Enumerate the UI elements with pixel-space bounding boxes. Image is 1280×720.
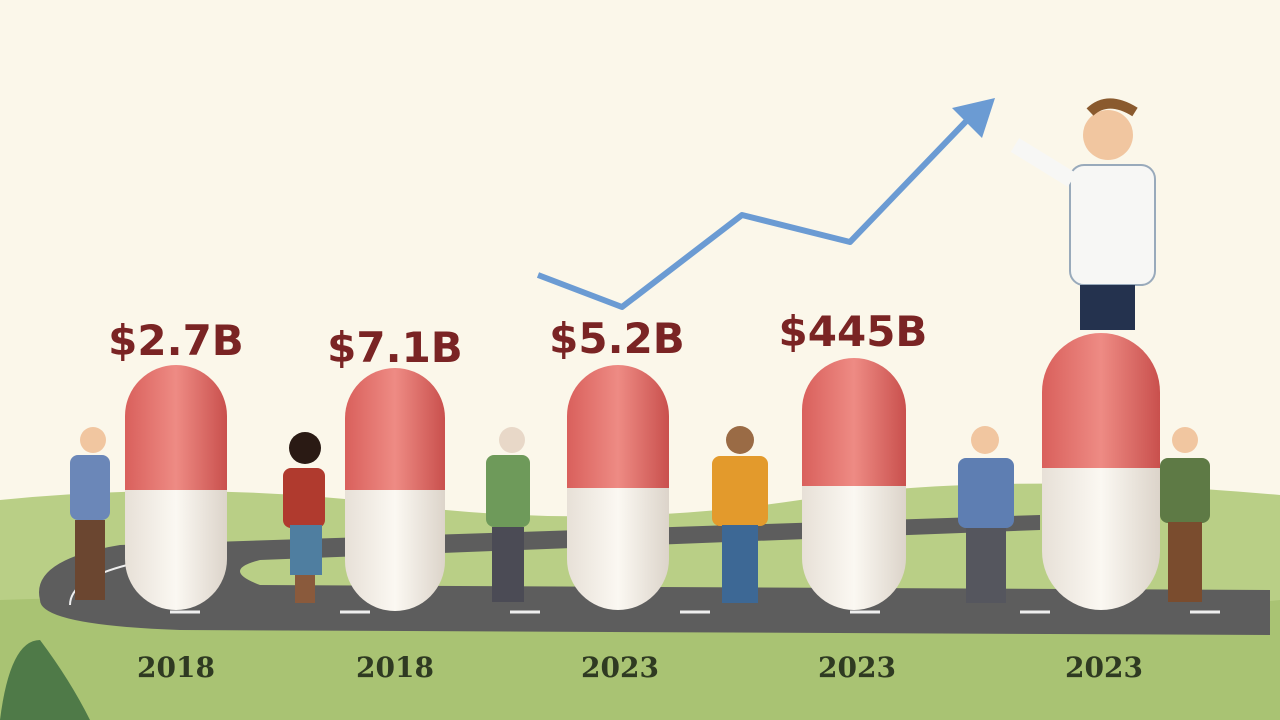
pill [802, 358, 906, 610]
person [712, 426, 768, 603]
year-label: 2023 [1065, 651, 1143, 684]
pill [1042, 333, 1160, 610]
leaf [0, 640, 90, 720]
person [70, 427, 110, 600]
doctor [1010, 98, 1156, 330]
pill [345, 368, 445, 611]
pills [125, 333, 1160, 611]
person [283, 432, 325, 603]
year-labels: 2018 2018 2023 2023 2023 [137, 651, 1143, 684]
pill [125, 365, 227, 610]
value-label: $445B [779, 307, 928, 356]
pill [567, 365, 669, 610]
trend-arrow [536, 109, 978, 310]
year-label: 2023 [581, 651, 659, 684]
value-label: $5.2B [549, 314, 685, 363]
year-label: 2023 [818, 651, 896, 684]
value-label: $2.7B [108, 316, 244, 365]
people [70, 98, 1210, 603]
value-label: $7.1B [327, 323, 463, 372]
year-label: 2018 [137, 651, 215, 684]
value-labels: $2.7B $7.1B $5.2B $445B [108, 307, 927, 372]
arrow-head [952, 98, 995, 138]
year-label: 2018 [356, 651, 434, 684]
person [958, 426, 1014, 603]
person [1160, 427, 1210, 602]
person [486, 427, 530, 602]
